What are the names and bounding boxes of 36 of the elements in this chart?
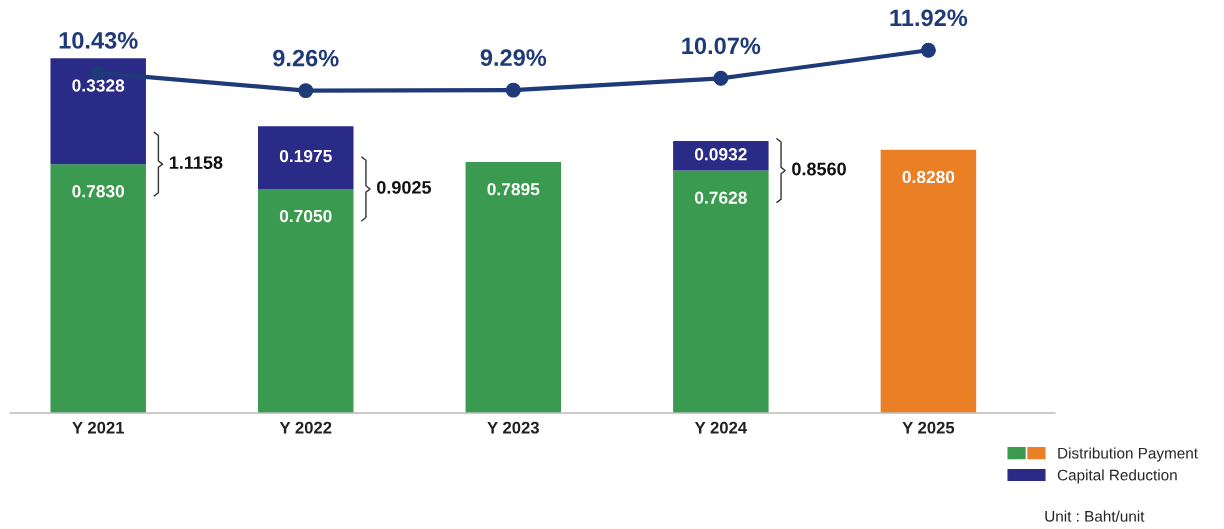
bar [465, 162, 562, 413]
bar [258, 188, 354, 413]
point [298, 83, 314, 99]
bar [673, 140, 769, 171]
legend-label: Capital Reduction [1057, 469, 1177, 484]
bar [880, 149, 977, 413]
total-label: 0.9025 [377, 180, 432, 194]
x-tick-label: Y 2022 [279, 421, 332, 434]
data-label: 0.7895 [487, 183, 540, 196]
point [920, 42, 936, 58]
point [713, 70, 729, 86]
data-label: 0.1975 [279, 149, 332, 163]
x-tick-label: Y 2023 [487, 421, 539, 434]
data-label: 0.7830 [72, 185, 125, 198]
data-label: 0.3328 [72, 79, 125, 92]
data-label: 0.7050 [279, 209, 332, 223]
bar [50, 164, 146, 413]
point [505, 82, 521, 98]
text: Unit : Baht/unit [1045, 510, 1145, 522]
x-tick-label: Y 2024 [694, 421, 748, 434]
data-label: 0.0932 [694, 148, 747, 161]
total-label: 0.8560 [792, 162, 846, 176]
bar [673, 170, 769, 413]
x-tick-label: Y 2025 [902, 421, 955, 434]
total-label: 1.1158 [169, 156, 223, 169]
x-tick-label: Y 2021 [72, 421, 125, 434]
bar [50, 58, 146, 165]
data-label: 0.7628 [694, 191, 747, 204]
data-label: 9.26% [273, 49, 339, 67]
data-label: 10.07% [682, 37, 761, 55]
data-label: 9.29% [480, 49, 547, 67]
data-label: 11.92% [890, 9, 968, 27]
bar [258, 126, 354, 189]
legend-label: Distribution Payment [1058, 447, 1198, 462]
data-label: 0.8280 [902, 170, 955, 184]
data-label: 10.43% [59, 32, 138, 49]
